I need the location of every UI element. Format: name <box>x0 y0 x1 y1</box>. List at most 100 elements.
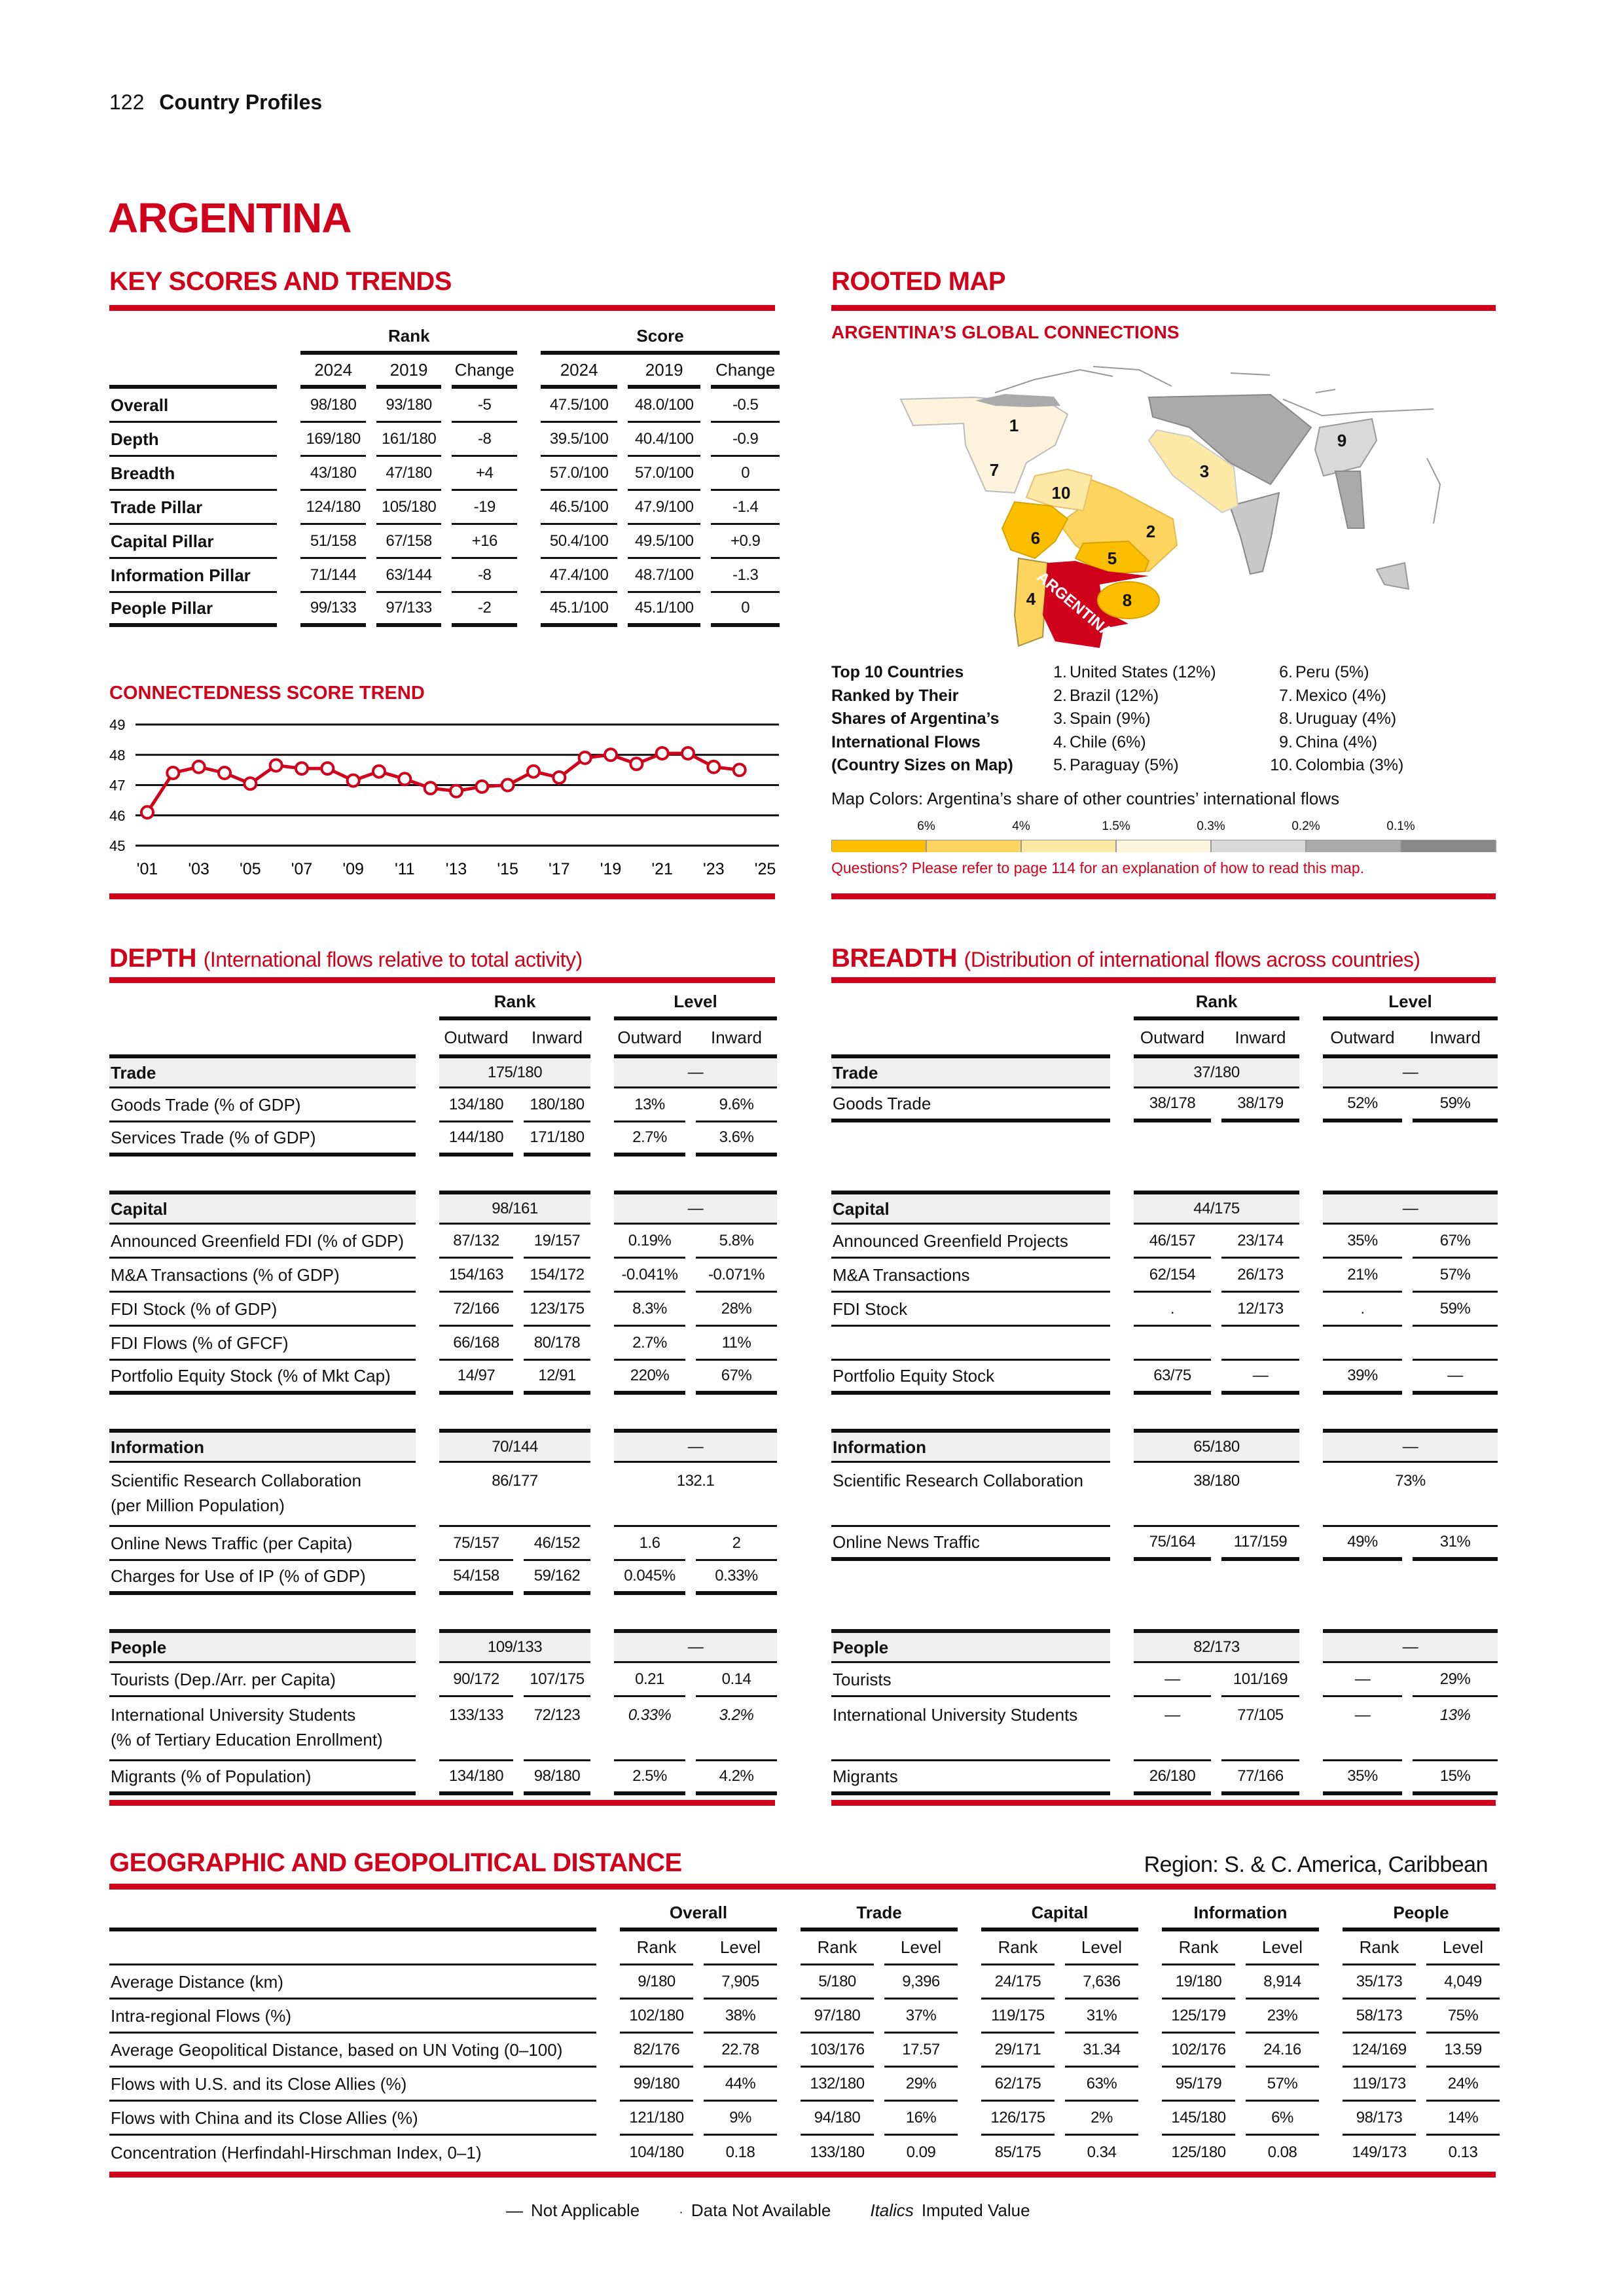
top10-rank: 5. <box>1053 756 1067 774</box>
geo-title: GEOGRAPHIC AND GEOPOLITICAL DISTANCE <box>109 1848 682 1877</box>
x-tick-label: '21 <box>651 860 673 878</box>
table-cell: 134/180 <box>439 1761 513 1795</box>
spacer <box>1329 1897 1332 1931</box>
column-header: Rank <box>1343 1931 1416 1965</box>
spacer <box>426 1629 429 1663</box>
canada-arctic-shape <box>975 394 1060 407</box>
table-cell: 103/176 <box>801 2034 874 2068</box>
table-cell: 14% <box>1426 2102 1500 2136</box>
x-tick-label: '03 <box>188 860 209 878</box>
table-cell: 169/180 <box>300 423 366 457</box>
row-label: M&A Transactions (% of GDP) <box>109 1259 416 1293</box>
top10-country: Spain (9%) <box>1070 709 1151 728</box>
data-point <box>449 783 463 798</box>
spacer <box>1149 1897 1151 1931</box>
table-cell: 77/105 <box>1221 1697 1299 1761</box>
table-cell: 73% <box>1323 1463 1498 1527</box>
spacer <box>601 1561 604 1595</box>
spacer <box>607 2136 609 2170</box>
spacer <box>1121 1122 1123 1157</box>
table-cell: 24/175 <box>981 1965 1055 2000</box>
table-cell: 9.6% <box>696 1088 777 1122</box>
color-scale-bar <box>831 840 1496 852</box>
table-row: Portfolio Equity Stock 63/75 — 39% — <box>831 1361 1498 1395</box>
spacer <box>787 2136 790 2170</box>
table-cell: 80/178 <box>524 1327 590 1361</box>
table-cell: 180/180 <box>524 1088 590 1122</box>
table-cell: — <box>1134 1663 1211 1697</box>
spacer <box>831 1157 1498 1191</box>
table-cell: 14/97 <box>439 1361 513 1395</box>
table-cell: 125/180 <box>1171 2144 1226 2161</box>
column-header: Level <box>704 1931 777 1965</box>
table-cell: 154/163 <box>439 1259 513 1293</box>
spacer <box>968 2136 971 2170</box>
spacer <box>1329 1931 1332 1965</box>
row-label: M&A Transactions <box>831 1259 1110 1293</box>
spacer <box>426 1225 429 1259</box>
top10-rank: 9. <box>1279 732 1293 751</box>
table-cell: 57% <box>1246 2068 1319 2102</box>
group-spacer <box>831 1595 1498 1629</box>
data-point <box>706 759 721 774</box>
data-point <box>604 747 618 762</box>
spacer <box>528 321 530 355</box>
legend-symbol: · <box>679 2205 683 2219</box>
row-label: FDI Stock <box>831 1293 1110 1327</box>
level-header: Level <box>1323 986 1498 1020</box>
y-tick-label: 45 <box>109 838 125 854</box>
table-cell: 38/179 <box>1221 1088 1299 1122</box>
table-cell: 63/75 <box>1134 1361 1211 1395</box>
spacer <box>1310 986 1312 1020</box>
table-cell: 124/169 <box>1343 2034 1416 2068</box>
table-cell: . <box>1134 1293 1211 1327</box>
table-cell: 94/180 <box>801 2102 874 2136</box>
table-cell: 5/180 <box>801 1965 874 2000</box>
table-cell: 2% <box>1065 2102 1138 2136</box>
group-label: Capital <box>109 1191 416 1225</box>
table-row: Portfolio Equity Stock (% of Mkt Cap) 14/… <box>109 1361 777 1395</box>
table-row: Concentration (Herfindahl-Hirschman Inde… <box>109 2136 1500 2170</box>
spacer <box>426 1463 429 1527</box>
x-tick-label: '01 <box>137 860 158 878</box>
row-label: Breadth <box>109 457 278 491</box>
table-cell: 7,905 <box>704 1965 777 2000</box>
spacer <box>1149 1965 1151 2000</box>
data-point <box>320 761 335 776</box>
top10-country: Peru (5%) <box>1295 663 1369 681</box>
row-label: Portfolio Equity Stock (% of Mkt Cap) <box>109 1361 416 1395</box>
table-cell: 0.09 <box>906 2144 936 2161</box>
table-cell: 75/157 <box>439 1527 513 1561</box>
spacer <box>968 2034 971 2068</box>
table-cell: 7,636 <box>1065 1965 1138 2000</box>
rank-header: Rank <box>300 321 518 355</box>
x-tick-label: '23 <box>703 860 725 878</box>
group-rank: 98/161 <box>439 1191 590 1225</box>
column-header: Level <box>884 1931 958 1965</box>
table-cell: 8.3% <box>614 1293 685 1327</box>
table-cell: — <box>1134 1697 1211 1761</box>
empty-cell <box>109 986 416 1020</box>
color-scale-label: 4% <box>1012 819 1030 833</box>
table-cell: -2 <box>452 593 518 627</box>
rooted-map-title: ROOTED MAP <box>831 267 1006 296</box>
divider <box>831 305 1496 311</box>
divider <box>831 893 1496 899</box>
spacer <box>1310 1293 1312 1327</box>
spacer <box>426 1122 429 1157</box>
group-level: — <box>614 1629 777 1663</box>
spacer <box>426 1054 429 1088</box>
map-label: 9 <box>1337 431 1346 450</box>
y-tick-label: 48 <box>109 747 125 763</box>
table-cell: 15% <box>1413 1761 1498 1795</box>
column-header: 2019 <box>376 355 442 389</box>
table-cell: 31% <box>1065 2000 1138 2034</box>
group-rank: 44/175 <box>1134 1191 1299 1225</box>
empty-cell <box>1413 1122 1498 1157</box>
map-label: 8 <box>1123 590 1132 610</box>
table-cell: 22.78 <box>704 2034 777 2068</box>
china-shape <box>1314 418 1378 477</box>
table-cell: 57.0/100 <box>628 457 701 491</box>
table-cell: 1.6 <box>614 1527 685 1561</box>
table-cell: 101/169 <box>1221 1663 1299 1697</box>
